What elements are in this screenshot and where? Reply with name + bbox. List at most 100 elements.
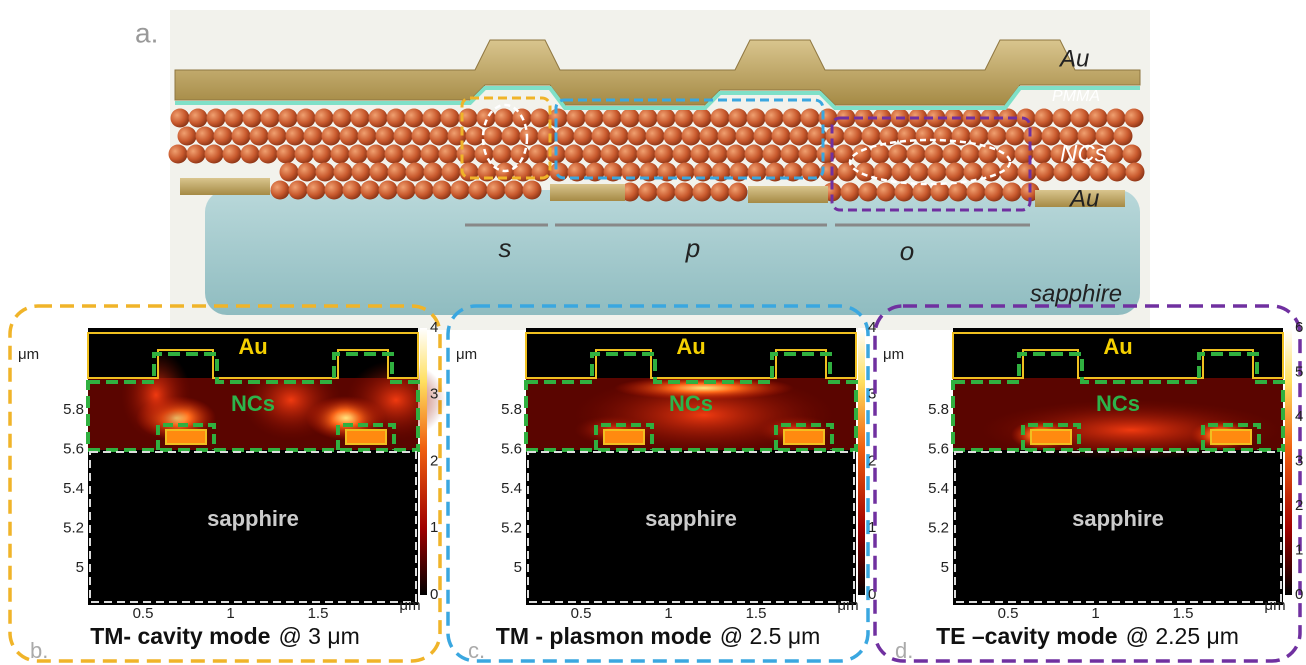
nanocrystal [186, 144, 206, 164]
nanocrystal [564, 144, 584, 164]
nanocrystal [537, 126, 557, 146]
y-tick-label: 5.2 [928, 519, 949, 536]
cavity-box-s [460, 96, 552, 180]
pad-outline [1201, 423, 1261, 450]
nanocrystal [438, 144, 458, 164]
nanocrystal [602, 108, 622, 128]
au-bottom-pad [748, 186, 828, 203]
nanocrystal [384, 144, 404, 164]
nanocrystal [260, 108, 280, 128]
plasmon-box-p [554, 98, 825, 180]
nanocrystal [1086, 144, 1106, 164]
nanocrystal [861, 126, 881, 146]
region-label: sapphire [645, 506, 737, 531]
nanocrystal [897, 126, 917, 146]
nc-outline [86, 352, 420, 452]
nanocrystal [609, 126, 629, 146]
nanocrystal [620, 108, 640, 128]
nanocrystal [468, 180, 488, 200]
au-pad [783, 429, 825, 445]
nanocrystal [980, 108, 1000, 128]
nanocrystal [396, 180, 416, 200]
nanocrystal [656, 182, 676, 202]
nanocrystal [465, 126, 485, 146]
region-label: sapphire [207, 506, 299, 531]
x-tick-label: 1.5 [1173, 605, 1194, 622]
panel-label: a. [135, 17, 158, 48]
nanocrystal [843, 126, 863, 146]
nanocrystal [638, 108, 658, 128]
colorbar [858, 328, 865, 595]
y-tick-label: 5.6 [928, 440, 949, 457]
y-tick-label: 5.6 [501, 440, 522, 457]
nanocrystal [926, 108, 946, 128]
dimension-label: p [685, 233, 700, 263]
nanocrystal [249, 126, 269, 146]
au-pad [603, 429, 645, 445]
y-tick-label: 5 [941, 559, 949, 576]
nanocrystal [213, 126, 233, 146]
nanocrystal [876, 182, 896, 202]
pad-outline [774, 423, 834, 450]
nanocrystal [350, 108, 370, 128]
colorbar-tick-label: 0 [430, 586, 438, 603]
nanocrystal [1106, 108, 1126, 128]
nanocrystal [276, 144, 296, 164]
nanocrystal [312, 144, 332, 164]
colorbar-tick-label: 0 [1295, 586, 1303, 603]
layer-label: PMMA [1052, 88, 1100, 105]
nanocrystal [888, 144, 908, 164]
sapphire-outline [89, 451, 417, 603]
colorbar [1285, 328, 1292, 595]
nanocrystal [386, 108, 406, 128]
y-tick-label: 5.4 [63, 480, 84, 497]
pad-outline [1021, 423, 1081, 450]
region-label: Au [676, 334, 705, 359]
y-tick-label: 5.4 [928, 480, 949, 497]
caption: TM- cavity mode @ 3 μm [90, 623, 360, 649]
layer-label: Au [1058, 45, 1089, 72]
nanocrystal [456, 144, 476, 164]
field-panels: Au NCs sapphire μm 5.8 5.6 5.4 5.2 5 0.5 1 1.5 μm 4 3 2… [8, 304, 1303, 663]
nanocrystal [1017, 162, 1037, 182]
nanocrystal [999, 162, 1019, 182]
nanocrystal [744, 144, 764, 164]
nanocrystal [402, 144, 422, 164]
nanocrystal [378, 180, 398, 200]
colorbar-tick-label: 4 [1295, 408, 1303, 425]
nanocrystal [1122, 144, 1142, 164]
nanocrystal [710, 108, 730, 128]
nanocrystal [330, 144, 350, 164]
nanocrystal [492, 144, 512, 164]
nanocrystal [854, 108, 874, 128]
colorbar-tick-label: 0 [868, 586, 876, 603]
y-tick-label: 5.4 [501, 480, 522, 497]
nanocrystal [708, 144, 728, 164]
nanocrystal [879, 126, 899, 146]
region-label: Au [238, 334, 267, 359]
nanocrystal [555, 126, 575, 146]
nanocrystal [800, 108, 820, 128]
dimension-label: o [900, 236, 914, 266]
nanocrystal [582, 144, 602, 164]
nanocrystal [1052, 108, 1072, 128]
nanocrystal [942, 144, 962, 164]
nanocrystal [306, 180, 326, 200]
nanocrystal [369, 162, 389, 182]
nanocrystal [333, 162, 353, 182]
y-tick-label: 5.8 [63, 401, 84, 418]
nanocrystal [1104, 144, 1124, 164]
region-label: sapphire [1072, 506, 1164, 531]
wavelength: @ 2.25 μm [1126, 623, 1239, 649]
nc-outline [951, 352, 1285, 452]
nanocrystal [981, 162, 1001, 182]
nanocrystal [672, 144, 692, 164]
nanocrystal [753, 126, 773, 146]
nanocrystal [834, 144, 854, 164]
colorbar-tick-label: 4 [868, 319, 876, 336]
au-pad [1030, 429, 1072, 445]
region-label: NCs [231, 391, 275, 416]
cavity-box-o [830, 116, 1032, 212]
nanocrystal [966, 182, 986, 202]
